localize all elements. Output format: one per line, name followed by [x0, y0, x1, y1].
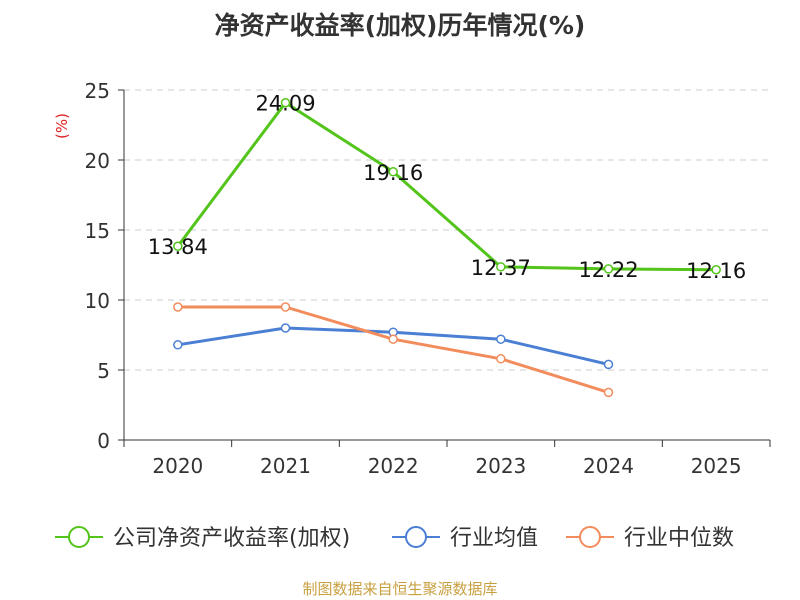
- data-label: 12.22: [578, 258, 638, 282]
- x-tick-label: 2025: [691, 454, 742, 478]
- legend-label: 行业均值: [450, 526, 538, 551]
- legend-item: 行业中位数: [566, 526, 734, 551]
- data-point: [280, 323, 291, 333]
- y-axis-unit-label: (%): [53, 113, 71, 139]
- data-point: [280, 97, 291, 108]
- data-point: [173, 241, 183, 251]
- x-tick-label: 2020: [152, 454, 203, 478]
- data-point: [496, 262, 506, 272]
- data-label: 24.09: [255, 92, 315, 116]
- data-label: 19.16: [363, 161, 423, 185]
- data-point: [711, 265, 721, 275]
- data-point: [496, 334, 506, 344]
- data-point: [496, 354, 506, 364]
- x-tick-label: 2021: [260, 454, 311, 478]
- y-tick-label: 20: [85, 149, 110, 173]
- data-label: 13.84: [148, 235, 208, 259]
- data-point: [603, 264, 614, 274]
- x-tick-label: 2022: [368, 454, 419, 478]
- data-labels: 13.84 24.09 19.16 12.37 12.22 12.16: [148, 92, 746, 283]
- series-lines: [173, 97, 721, 398]
- y-tick-label: 25: [85, 79, 110, 103]
- data-point: [603, 387, 614, 398]
- legend-item: 公司净资产收益率(加权): [55, 526, 350, 551]
- gridlines: [124, 89, 770, 371]
- data-point: [603, 359, 614, 370]
- data-point: [280, 302, 291, 312]
- data-point: [173, 302, 183, 312]
- x-tick-label: 2024: [583, 454, 634, 478]
- y-tick-label: 0: [97, 429, 110, 453]
- series-line: [176, 101, 717, 272]
- data-point: [388, 334, 398, 344]
- source-note: 制图数据来自恒生聚源数据库: [302, 580, 498, 598]
- legend-marker: [579, 526, 601, 548]
- legend-marker: [68, 526, 90, 548]
- y-tick-label: 5: [97, 359, 110, 383]
- x-tick-label: 2023: [475, 454, 526, 478]
- y-tick-label: 10: [85, 289, 110, 313]
- data-label: 12.16: [686, 259, 746, 283]
- legend-label: 行业中位数: [624, 526, 734, 551]
- y-tick-label: 15: [85, 219, 110, 243]
- legend-label: 公司净资产收益率(加权): [113, 526, 350, 551]
- legend: 公司净资产收益率(加权) 行业均值 行业中位数: [55, 526, 734, 551]
- data-point: [388, 167, 398, 177]
- data-label: 12.37: [471, 256, 531, 280]
- legend-item: 行业均值: [392, 526, 538, 551]
- chart-title: 净资产收益率(加权)历年情况(%): [214, 11, 586, 40]
- legend-marker: [405, 526, 427, 548]
- data-point: [173, 340, 183, 350]
